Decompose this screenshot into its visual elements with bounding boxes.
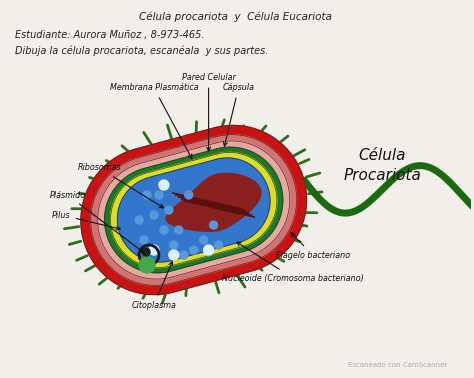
Circle shape xyxy=(204,245,214,255)
Circle shape xyxy=(210,221,218,229)
Circle shape xyxy=(155,191,163,199)
Circle shape xyxy=(165,206,173,214)
Circle shape xyxy=(185,191,193,199)
Text: Célula: Célula xyxy=(359,148,406,163)
Text: Cápsula: Cápsula xyxy=(222,84,255,146)
Circle shape xyxy=(175,226,183,234)
Circle shape xyxy=(200,236,208,244)
Circle shape xyxy=(149,245,159,255)
Text: Pared Celular: Pared Celular xyxy=(182,73,236,151)
Circle shape xyxy=(139,257,155,273)
Text: Ribosomas: Ribosomas xyxy=(78,164,164,208)
Text: Nucleoide (Cromosoma bacteriano): Nucleoide (Cromosoma bacteriano) xyxy=(222,242,364,282)
Text: Célula procariota  y  Célula Eucariota: Célula procariota y Célula Eucariota xyxy=(139,12,332,23)
Text: Estudiante: Aurora Muñoz , 8-973-465.: Estudiante: Aurora Muñoz , 8-973-465. xyxy=(15,30,204,40)
Polygon shape xyxy=(91,135,297,285)
Polygon shape xyxy=(110,152,277,268)
Polygon shape xyxy=(105,147,283,273)
Circle shape xyxy=(170,241,178,249)
Text: Pilus: Pilus xyxy=(52,211,120,230)
Circle shape xyxy=(160,226,168,234)
Text: Membrana Plasmática: Membrana Plasmática xyxy=(109,84,198,158)
Polygon shape xyxy=(98,141,290,279)
Text: Dibuja la célula procariota, escanéala  y sus partes.: Dibuja la célula procariota, escanéala y… xyxy=(15,45,268,56)
Circle shape xyxy=(140,236,148,244)
Circle shape xyxy=(159,180,169,190)
Circle shape xyxy=(142,248,150,256)
Circle shape xyxy=(150,211,158,219)
Polygon shape xyxy=(81,125,307,294)
Text: Escaneado con CamScanner: Escaneado con CamScanner xyxy=(347,362,447,368)
Circle shape xyxy=(215,241,222,249)
Text: Procariota: Procariota xyxy=(344,168,421,183)
Circle shape xyxy=(180,251,188,259)
Circle shape xyxy=(143,191,151,199)
Text: Plásmido: Plásmido xyxy=(49,191,144,253)
Circle shape xyxy=(169,250,179,260)
Text: Flagelo bacteriano: Flagelo bacteriano xyxy=(276,233,350,260)
Text: Citoplasma: Citoplasma xyxy=(131,262,176,310)
Polygon shape xyxy=(166,174,261,231)
Circle shape xyxy=(190,246,198,254)
Polygon shape xyxy=(118,158,270,262)
Circle shape xyxy=(135,216,143,224)
